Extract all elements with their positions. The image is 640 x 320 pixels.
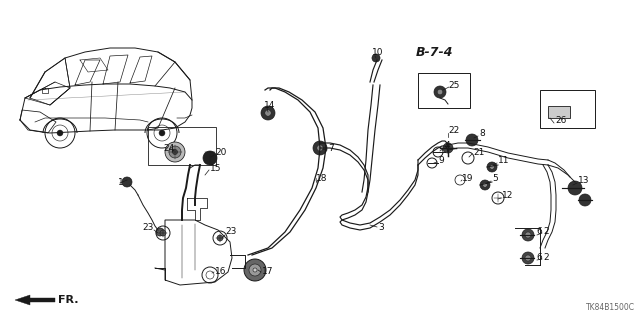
Text: 17: 17 [262,268,273,276]
Text: 1: 1 [118,178,124,187]
Circle shape [253,268,257,272]
Bar [548,106,570,118]
Text: 14: 14 [264,100,275,109]
Text: 12: 12 [502,190,513,199]
Text: 5: 5 [492,173,498,182]
Circle shape [522,252,534,264]
Circle shape [437,89,443,95]
Text: 10: 10 [372,47,383,57]
Circle shape [466,134,478,146]
Circle shape [317,145,323,151]
Text: 23: 23 [142,223,154,233]
Circle shape [265,110,271,116]
Text: 24: 24 [163,143,174,153]
Circle shape [249,264,261,276]
Text: 13: 13 [578,175,589,185]
Text: 22: 22 [448,125,460,134]
Circle shape [122,177,132,187]
Text: 4: 4 [445,140,451,149]
Circle shape [372,54,380,62]
Circle shape [525,255,531,261]
Circle shape [261,106,275,120]
Text: 25: 25 [448,81,460,90]
Circle shape [173,149,177,155]
Text: 6: 6 [536,228,541,236]
Text: 20: 20 [215,148,227,156]
Text: B-7-4: B-7-4 [416,45,454,59]
Circle shape [160,230,166,236]
Circle shape [443,143,453,153]
Circle shape [165,142,185,162]
Circle shape [579,194,591,206]
Bar [418,73,470,108]
Circle shape [487,162,497,172]
Text: 21: 21 [473,148,484,156]
Circle shape [490,165,494,169]
Circle shape [169,146,181,158]
Text: 2: 2 [543,253,548,262]
Circle shape [480,180,490,190]
Text: 16: 16 [215,268,227,276]
Text: 2: 2 [543,228,548,236]
Circle shape [203,151,217,165]
Circle shape [522,229,534,241]
Circle shape [57,130,63,136]
Text: 9: 9 [438,156,444,164]
Text: 15: 15 [210,164,221,172]
Circle shape [568,181,582,195]
Text: 18: 18 [316,173,328,182]
Text: 19: 19 [462,173,474,182]
Text: 7: 7 [328,143,333,153]
Circle shape [434,86,446,98]
Circle shape [313,141,327,155]
Text: 26: 26 [555,116,566,124]
Circle shape [156,228,164,236]
Circle shape [483,183,487,187]
Bar [540,90,595,128]
Circle shape [525,232,531,238]
Text: 11: 11 [498,156,509,164]
Text: 6: 6 [536,253,541,262]
Text: 8: 8 [479,129,484,138]
Circle shape [159,130,165,136]
Text: 23: 23 [225,228,236,236]
Polygon shape [15,295,55,305]
Circle shape [244,259,266,281]
Text: FR.: FR. [58,295,79,305]
Text: TK84B1500C: TK84B1500C [586,303,635,312]
Text: 3: 3 [378,223,384,233]
Circle shape [217,235,223,241]
Bar [148,127,216,165]
